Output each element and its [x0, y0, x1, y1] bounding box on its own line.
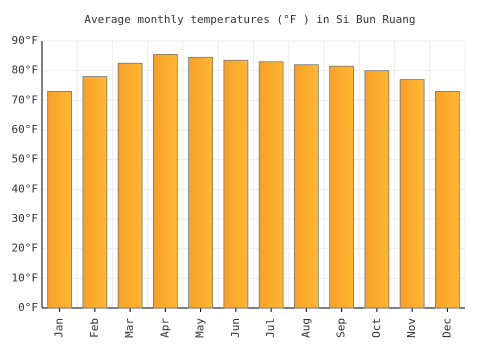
y-tick-label: 0°F — [18, 301, 38, 314]
y-tick-label: 10°F — [12, 271, 39, 284]
y-tick-label: 40°F — [12, 182, 39, 195]
x-tick-label: Jun — [229, 318, 242, 338]
y-tick-label: 70°F — [12, 93, 39, 106]
bar — [258, 61, 284, 309]
y-tick-label: 50°F — [12, 153, 39, 166]
x-tick-label: May — [194, 318, 207, 338]
bar — [399, 79, 425, 309]
x-tick-label: Feb — [88, 318, 101, 338]
x-tick-label: Jul — [264, 318, 277, 338]
x-tick-label: Oct — [370, 318, 383, 338]
y-tick-label: 90°F — [12, 34, 39, 47]
x-tick-label: Sep — [335, 318, 348, 338]
x-tick-label: Dec — [440, 318, 453, 338]
bar — [82, 76, 108, 309]
x-tick-label: Apr — [158, 318, 171, 338]
y-tick-label: 80°F — [12, 64, 39, 77]
x-tick-label: Nov — [405, 318, 418, 338]
bar — [364, 70, 390, 309]
chart-title: Average monthly temperatures (°F ) in Si… — [84, 13, 415, 26]
x-tick-label: Aug — [299, 318, 312, 338]
bar — [47, 91, 73, 309]
bar — [152, 53, 178, 309]
x-tick-label: Mar — [123, 318, 136, 338]
bar — [293, 64, 319, 309]
bar — [434, 91, 460, 309]
y-tick-label: 30°F — [12, 212, 39, 225]
bar — [117, 62, 143, 309]
bar — [223, 59, 249, 309]
x-tick-label: Jan — [53, 318, 66, 338]
y-tick-label: 20°F — [12, 242, 39, 255]
bar — [329, 65, 355, 309]
bar — [188, 56, 214, 309]
y-tick-label: 60°F — [12, 123, 39, 136]
